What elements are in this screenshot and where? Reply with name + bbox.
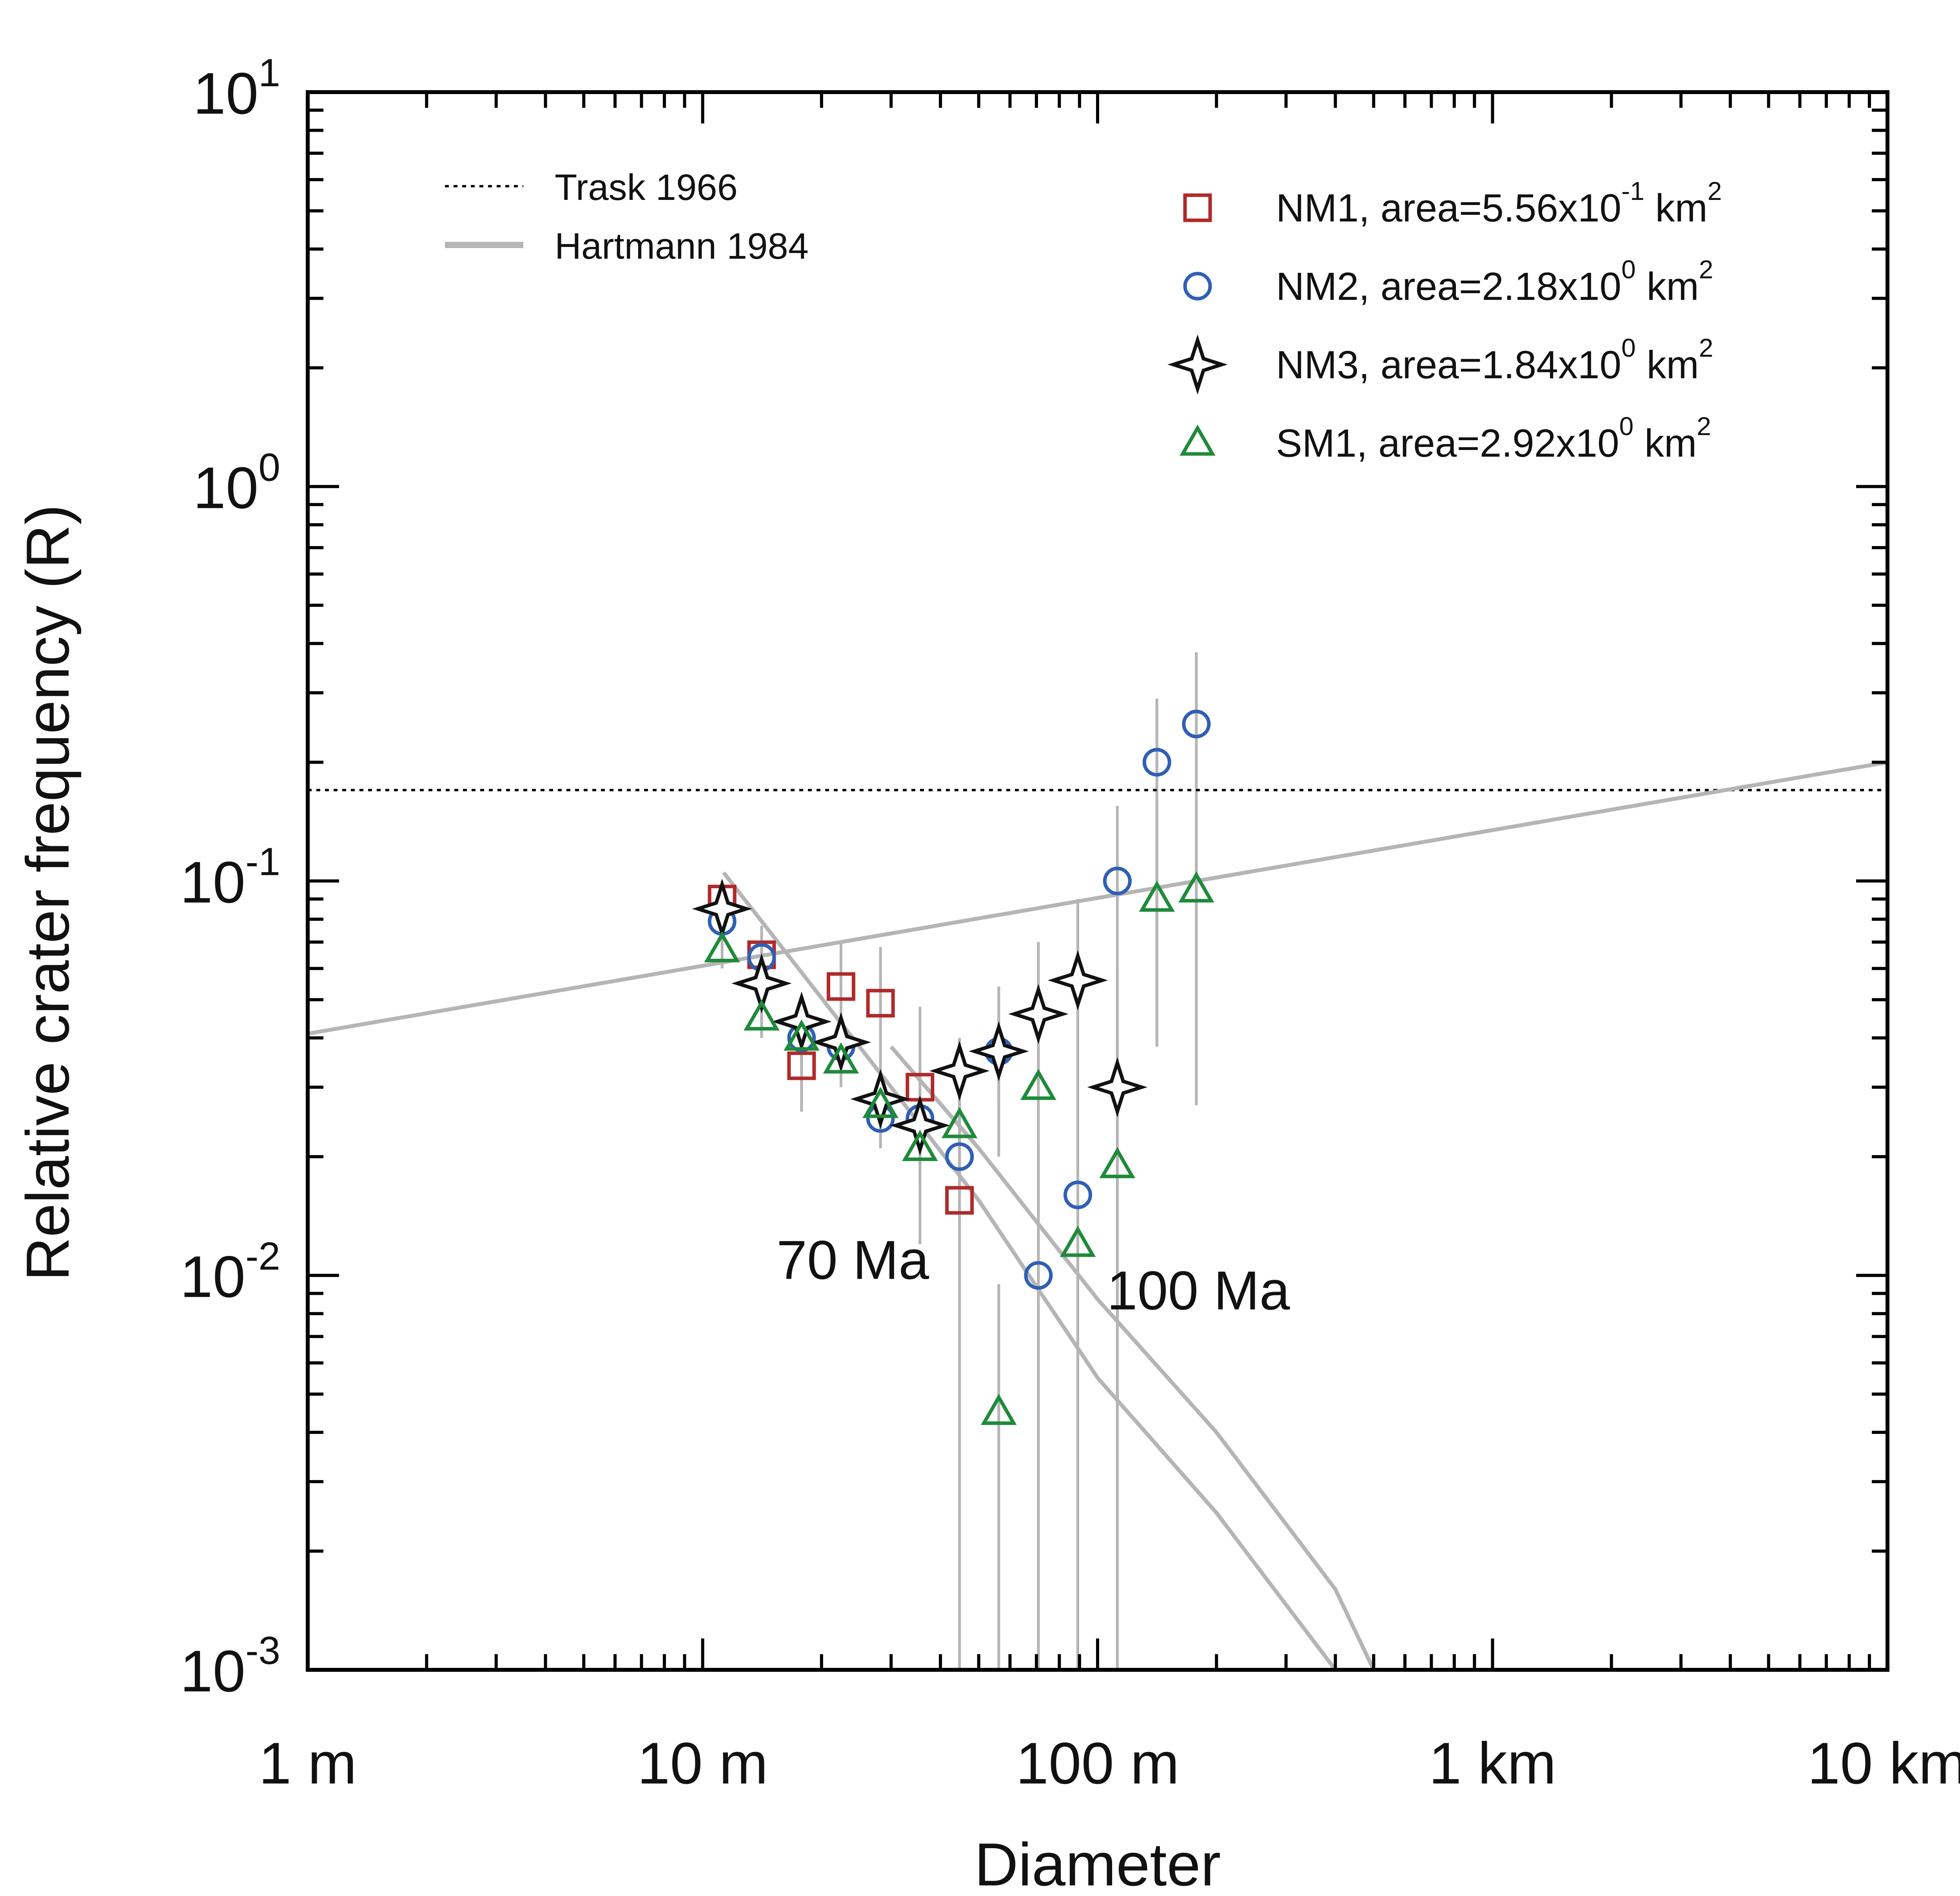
point-nm1 (945, 1186, 974, 1215)
point-nm3 (1087, 1057, 1148, 1118)
point-sm1 (981, 1393, 1017, 1425)
point-nm3 (929, 1041, 990, 1101)
point-nm3 (969, 1021, 1029, 1081)
y-tick-label: 100 (193, 445, 280, 521)
point-nm3 (731, 953, 792, 1014)
x-tick-label: 1 m (259, 1730, 357, 1796)
y-tick-label: 10-1 (180, 840, 280, 915)
point-sm1 (1139, 880, 1175, 912)
point-nm2 (1142, 748, 1171, 777)
legend-label-nm1: NM1, area=5.56x10-1 km2 (1276, 176, 1722, 230)
y-axis-label: Relative crater frequency (R) (14, 504, 82, 1281)
x-tick-label: 10 km (1808, 1730, 1960, 1796)
point-nm3 (1047, 950, 1108, 1011)
y-tick-label: 101 (193, 51, 280, 126)
reference-legend: Trask 1966 Hartmann 1984 (445, 167, 809, 267)
axis-ticks (306, 91, 1889, 1671)
y-tick-label: 10-3 (180, 1629, 280, 1704)
point-sm1 (941, 1107, 978, 1138)
x-tick-label: 10 m (637, 1730, 768, 1796)
point-nm3 (1008, 984, 1069, 1044)
legend-marker-sm1 (1180, 424, 1216, 456)
legend-marker-nm2 (1183, 272, 1212, 301)
point-nm1 (787, 1051, 816, 1080)
data-points (692, 709, 1214, 1425)
annotation-100-ma: 100 Ma (1107, 1259, 1290, 1321)
annotation-70-ma: 70 Ma (777, 1229, 929, 1291)
isochron-100-ma (889, 1045, 1376, 1670)
legend-label-nm2: NM2, area=2.18x100 km2 (1276, 255, 1713, 308)
series-legend: NM1, area=5.56x10-1 km2 NM2, area=2.18x10… (1167, 176, 1722, 465)
legend-label-nm3: NM3, area=1.84x100 km2 (1276, 333, 1713, 387)
point-nm2 (1182, 709, 1211, 738)
point-sm1 (862, 1087, 898, 1118)
x-tick-label: 1 km (1429, 1730, 1556, 1796)
legend-label-sm1: SM1, area=2.92x100 km2 (1276, 412, 1711, 465)
y-tick-label: 10-2 (180, 1234, 280, 1310)
tick-labels: 1 m 10 m 100 m 1 km 10 km 101 100 10-1 10-2 10-3 (180, 51, 1960, 1796)
point-sm1 (784, 1019, 820, 1051)
point-nm3 (890, 1095, 950, 1156)
point-sm1 (1060, 1226, 1096, 1257)
point-nm1 (826, 972, 855, 1001)
point-nm2 (945, 1142, 974, 1171)
point-sm1 (902, 1130, 938, 1161)
point-nm2 (1063, 1180, 1093, 1209)
hartmann-1984-line (308, 760, 1887, 1036)
model-lines (308, 760, 1887, 1670)
legend-label-ref: Hartmann 1984 (555, 225, 809, 267)
point-nm3 (850, 1069, 911, 1129)
isochron-labels: 70 Ma 100 Ma (777, 1229, 1290, 1321)
legend-marker-nm3 (1167, 334, 1228, 395)
legend-label-ref: Trask 1966 (555, 167, 738, 208)
legend-marker-nm1 (1183, 193, 1212, 222)
point-sm1 (1099, 1147, 1136, 1178)
point-sm1 (744, 999, 780, 1031)
point-nm2 (1024, 1261, 1053, 1290)
point-sm1 (1178, 871, 1214, 903)
point-sm1 (1020, 1069, 1056, 1100)
point-nm3 (811, 1012, 871, 1072)
x-axis-label: Diameter (975, 1831, 1221, 1896)
plot-frame (306, 90, 1889, 1672)
point-sm1 (704, 931, 740, 963)
point-sm1 (823, 1042, 859, 1074)
x-tick-label: 100 m (1016, 1730, 1180, 1796)
point-nm1 (866, 989, 895, 1018)
point-nm2 (1103, 867, 1132, 895)
